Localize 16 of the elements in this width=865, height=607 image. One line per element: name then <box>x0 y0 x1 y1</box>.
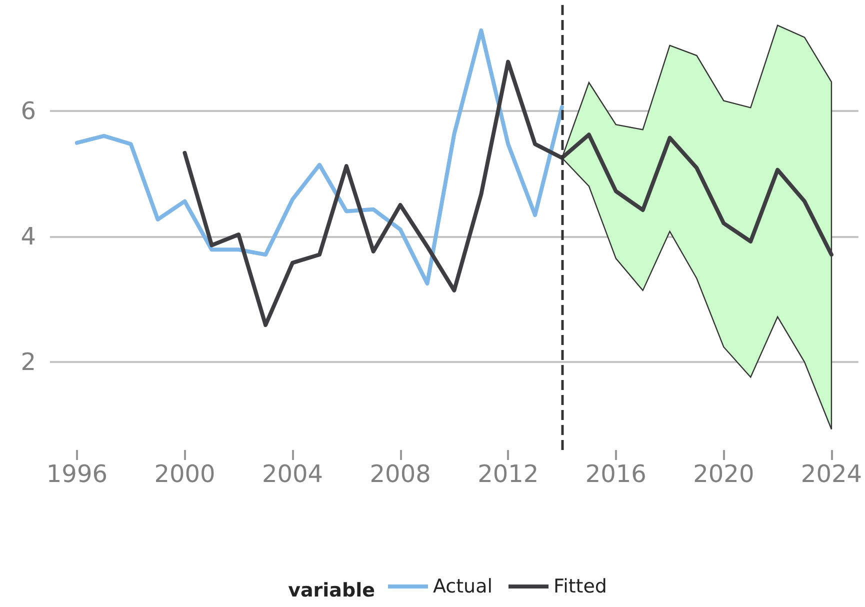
y-tick-label: 4 <box>20 222 36 250</box>
x-tick-label: 1996 <box>46 460 108 488</box>
x-tick-label: 2024 <box>800 460 862 488</box>
x-tick-label: 2000 <box>154 460 216 488</box>
legend-label: Actual <box>433 576 493 598</box>
legend-label: Fitted <box>554 576 608 598</box>
legend-title: variable <box>288 580 375 602</box>
x-tick-label: 2016 <box>585 460 646 488</box>
line-series <box>182 60 834 327</box>
x-tick-label: 2012 <box>478 460 539 488</box>
y-tick-label: 2 <box>20 348 36 376</box>
x-tick-label: 2004 <box>262 460 324 488</box>
x-tick-label: 2008 <box>370 460 431 488</box>
y-tick-label: 6 <box>20 96 36 125</box>
line-series <box>74 28 564 286</box>
x-tick-label: 2020 <box>693 460 754 488</box>
